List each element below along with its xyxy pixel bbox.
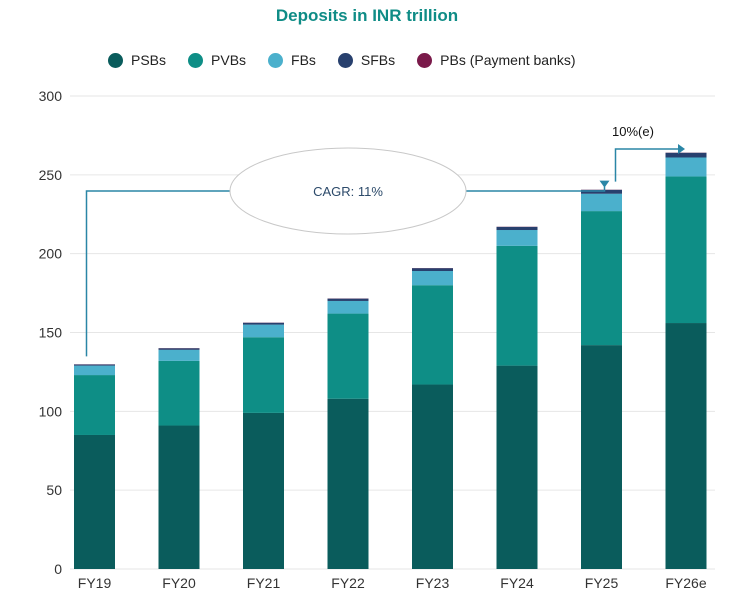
- legend-item: FBs: [268, 52, 316, 68]
- bar-segment: [74, 375, 115, 435]
- bar-segment: [581, 211, 622, 346]
- x-tick-label: FY22: [331, 575, 365, 591]
- bar-segment: [158, 360, 200, 426]
- bar-segment: [665, 176, 707, 324]
- y-tick-label: 50: [46, 482, 62, 498]
- bar-segment: [327, 313, 369, 399]
- x-tick-label: FY24: [500, 575, 534, 591]
- legend-label: PSBs: [131, 52, 167, 68]
- bar-segment: [327, 398, 369, 569]
- legend-item: PVBs: [188, 52, 246, 68]
- bar-segment: [581, 345, 622, 569]
- legend-item: SFBs: [337, 52, 396, 68]
- bar-segment: [158, 425, 200, 569]
- bar-segment: [496, 245, 538, 366]
- legend-item: PSBs: [108, 52, 166, 68]
- y-tick-label: 0: [54, 561, 62, 577]
- bar-segment: [243, 412, 284, 569]
- legend-swatch: [417, 52, 433, 68]
- x-tick-label: FY20: [162, 575, 196, 591]
- y-tick-label: 200: [39, 246, 63, 262]
- cagr-callout: [229, 147, 467, 235]
- bar-segment: [243, 324, 284, 338]
- legend-label: PBs (Payment banks): [440, 52, 576, 68]
- legend-label: SFBs: [360, 52, 396, 68]
- legend-swatch: [268, 52, 284, 68]
- x-tick-label: FY19: [78, 575, 112, 591]
- bar-segment: [496, 226, 538, 231]
- bar-segment: [74, 364, 115, 366]
- cagr-label: CAGR: 11%: [313, 184, 383, 199]
- bar-segment: [158, 348, 200, 350]
- bar-segment: [74, 434, 115, 569]
- y-tick-label: 100: [39, 403, 63, 419]
- bar-segment: [412, 271, 453, 286]
- y-tick-label: 250: [39, 167, 63, 183]
- legend: PSBs PVBs FBs SFBs PBs (Payment banks): [108, 52, 598, 68]
- bar-segment: [665, 323, 707, 569]
- legend-swatch: [108, 52, 123, 68]
- bar-segment: [243, 337, 284, 413]
- x-tick-label: FY25: [585, 575, 619, 591]
- bar-segment: [581, 193, 622, 212]
- bar-segment: [665, 157, 707, 177]
- x-tick-label: FY23: [416, 575, 450, 591]
- bar-segment: [412, 384, 453, 569]
- bar-segment: [327, 300, 369, 314]
- cagr-arrowhead: [599, 180, 610, 188]
- chart-title: Deposits in INR trillion: [275, 6, 459, 25]
- x-tick-label: FY21: [247, 575, 281, 591]
- bar-segment: [327, 298, 369, 301]
- growth-connector: [614, 148, 678, 182]
- bar-segment: [412, 268, 453, 272]
- y-tick-label: 150: [39, 325, 63, 341]
- bar-segment: [74, 365, 115, 376]
- legend-swatch: [188, 52, 204, 68]
- x-tick-label: FY26e: [665, 575, 706, 591]
- legend-item: PBs (Payment banks): [417, 52, 576, 68]
- bar-segment: [158, 349, 200, 361]
- growth-arrowhead: [678, 144, 685, 154]
- bar-segment: [412, 285, 453, 385]
- legend-swatch: [337, 52, 353, 68]
- bar-segment: [496, 230, 538, 246]
- bar-segment: [243, 322, 284, 325]
- legend-label: PVBs: [211, 52, 247, 68]
- bar-segment: [665, 152, 707, 158]
- legend-label: FBs: [291, 52, 316, 68]
- y-tick-label: 300: [39, 88, 63, 104]
- bar-segment: [581, 189, 622, 194]
- bar-segment: [496, 365, 538, 569]
- growth-label: 10%(e): [612, 124, 654, 139]
